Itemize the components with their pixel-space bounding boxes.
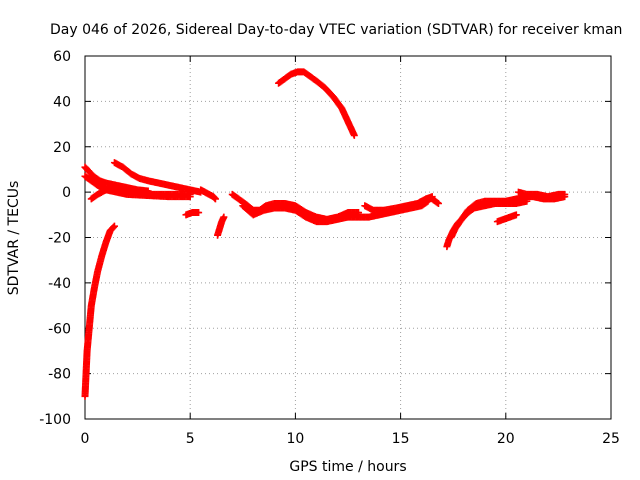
y-tick-label: 20 (53, 140, 71, 156)
data-point (220, 213, 228, 221)
grid (85, 56, 611, 419)
x-tick-label: 25 (602, 431, 620, 447)
y-tick-label: -20 (48, 231, 71, 247)
y-tick-label: -40 (48, 276, 71, 292)
x-tick-label: 15 (392, 431, 410, 447)
data-point (512, 211, 520, 219)
data-point (195, 209, 203, 217)
x-tick-label: 0 (81, 431, 90, 447)
y-tick-label: -100 (39, 412, 71, 428)
data-point (110, 223, 118, 231)
plot-frame (84, 55, 612, 420)
series-short-dip (182, 209, 203, 219)
y-tick-label: 40 (53, 94, 71, 110)
data-markers (81, 68, 569, 400)
series-end-band-2 (519, 193, 569, 203)
y-tick-label: 0 (62, 185, 71, 201)
series-gap-stub (428, 195, 442, 207)
series-band-b-tail (197, 186, 219, 203)
y-tick-label: -80 (48, 367, 71, 383)
y-tick-label: 60 (53, 49, 71, 65)
series-upper-diagonal (110, 159, 205, 196)
x-tick-label: 5 (186, 431, 195, 447)
series-late-tail (493, 211, 520, 226)
x-tick-label: 20 (497, 431, 515, 447)
series-early-upper (81, 163, 152, 195)
series-steep-recovery (81, 222, 118, 400)
data-point (350, 131, 358, 139)
data-point (211, 195, 219, 203)
chart-title: Day 046 of 2026, Sidereal Day-to-day VTE… (50, 22, 622, 38)
x-tick-label: 10 (286, 431, 304, 447)
data-point (434, 199, 442, 207)
x-axis-label: GPS time / hours (289, 459, 406, 475)
y-tick-label: -60 (48, 321, 71, 337)
series-low-stub (214, 213, 228, 239)
y-axis-label: SDTVAR / TECUs (6, 181, 22, 296)
data-point (110, 222, 118, 230)
data-point (561, 193, 569, 201)
series-late-dip-2 (447, 195, 531, 241)
axis-ticks: 0 5 10 15 20 25 -100 -80 -60 -40 -20 0 20 40 60 (39, 49, 620, 447)
series-mid-hump (361, 193, 436, 214)
series-arc-peak (275, 68, 358, 139)
